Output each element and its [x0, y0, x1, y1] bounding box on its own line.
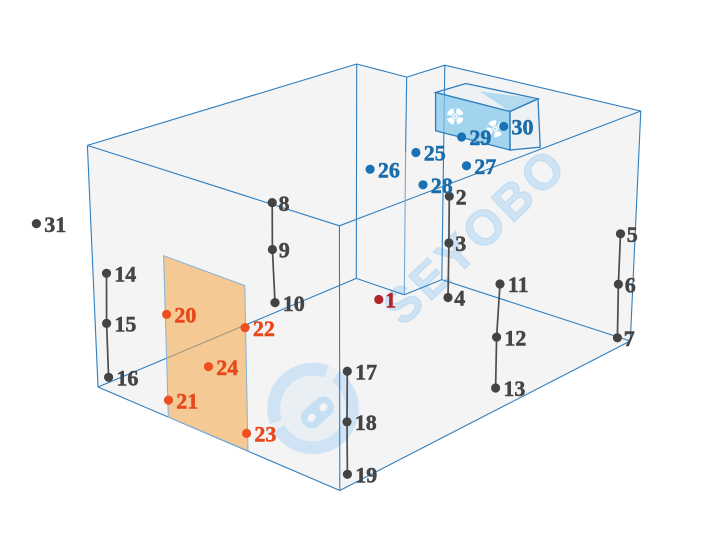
svg-text:27: 27 — [474, 154, 496, 179]
svg-text:20: 20 — [174, 303, 196, 328]
svg-text:6: 6 — [625, 272, 636, 297]
svg-text:13: 13 — [503, 376, 525, 401]
svg-text:4: 4 — [454, 286, 465, 311]
svg-text:7: 7 — [624, 326, 635, 351]
svg-text:2: 2 — [456, 185, 467, 210]
svg-text:21: 21 — [176, 388, 198, 413]
svg-text:24: 24 — [216, 355, 238, 380]
svg-text:12: 12 — [504, 325, 526, 350]
svg-text:23: 23 — [254, 422, 276, 447]
svg-text:9: 9 — [279, 238, 290, 263]
svg-text:22: 22 — [253, 316, 275, 341]
svg-text:17: 17 — [355, 359, 377, 384]
svg-text:19: 19 — [355, 463, 377, 488]
svg-text:18: 18 — [355, 410, 377, 435]
svg-text:1: 1 — [385, 288, 396, 313]
svg-text:16: 16 — [116, 366, 138, 391]
svg-text:10: 10 — [283, 291, 305, 316]
svg-text:8: 8 — [279, 191, 290, 216]
svg-text:30: 30 — [512, 115, 534, 140]
svg-text:25: 25 — [424, 141, 446, 166]
svg-text:5: 5 — [627, 222, 638, 247]
svg-text:15: 15 — [114, 312, 136, 337]
svg-text:28: 28 — [431, 173, 453, 198]
svg-text:26: 26 — [378, 157, 400, 182]
svg-text:3: 3 — [455, 231, 466, 256]
svg-text:11: 11 — [508, 272, 529, 297]
svg-text:29: 29 — [469, 125, 491, 150]
svg-text:14: 14 — [114, 262, 136, 287]
svg-text:31: 31 — [44, 212, 66, 237]
